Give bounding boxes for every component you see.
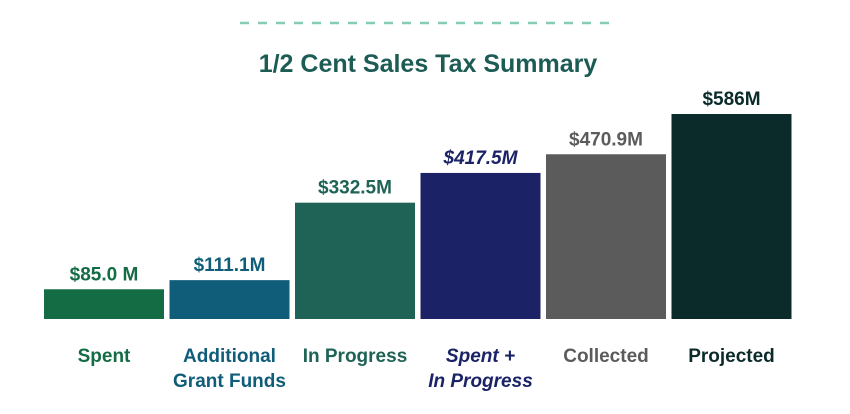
bars-group: $85.0 M Spent $111.1M Additional Grant Funds… [44,89,792,392]
chart-title: 1/2 Cent Sales Tax Summary [259,50,598,78]
value-label-2: $332.5M [318,178,392,199]
bar-2 [295,202,415,319]
value-label-1: $111.1M [194,255,266,276]
bar-1 [169,280,290,319]
value-label-5: $586M [702,89,760,110]
category-label-2: In Progress [303,346,408,367]
bar-0 [44,289,164,319]
category-label-1: Additional Grant Funds [173,346,286,392]
bar-4 [546,154,666,319]
category-label-4: Collected [563,346,649,367]
value-label-3: $417.5M [443,148,519,169]
value-label-0: $85.0 M [70,264,139,285]
category-label-5: Projected [688,346,775,367]
category-label-0: Spent [78,346,131,367]
category-label-3: Spent + In Progress [428,346,533,392]
bar-5 [671,114,792,319]
value-label-4: $470.9M [569,129,643,150]
bar-3 [420,172,541,319]
